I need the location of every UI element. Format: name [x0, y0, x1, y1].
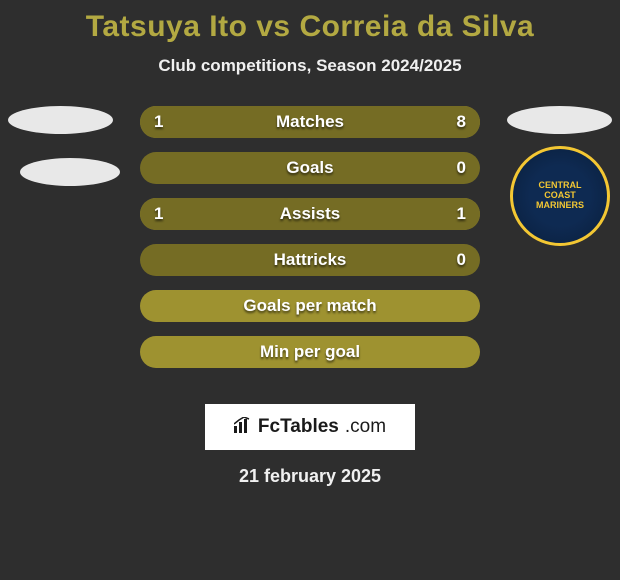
- chart-icon: [234, 417, 252, 438]
- stat-label: Goals: [286, 158, 333, 178]
- stat-bar: 1 1 Assists: [140, 198, 480, 230]
- stat-bars: 1 8 Matches 0 Goals 1 1 Assists 0 Hattricks Goals …: [140, 106, 480, 382]
- source-brand: FcTables: [258, 416, 339, 438]
- stat-bar: 0 Hattricks: [140, 244, 480, 276]
- stat-label: Hattricks: [274, 250, 347, 270]
- source-tld: .com: [345, 416, 386, 438]
- stat-left-value: 1: [154, 112, 163, 132]
- stat-right-value: 8: [457, 112, 466, 132]
- comparison-stage: CENTRAL COAST MARINERS 18Matches0Goals11…: [0, 106, 620, 396]
- stat-bar: Goals per match: [140, 290, 480, 322]
- club-badge: CENTRAL COAST MARINERS: [510, 146, 610, 246]
- stat-right-value: 1: [457, 204, 466, 224]
- player-left-oval-2: [20, 158, 120, 186]
- stat-right-value: 0: [457, 158, 466, 178]
- stat-label: Matches: [276, 112, 344, 132]
- player-left-oval-1: [8, 106, 113, 134]
- stat-bar: 0 Goals: [140, 152, 480, 184]
- stat-bar: 1 8 Matches: [140, 106, 480, 138]
- stat-label: Assists: [280, 204, 340, 224]
- stat-right-value: 0: [457, 250, 466, 270]
- stat-bar: Min per goal: [140, 336, 480, 368]
- source-logo: FcTables .com: [205, 404, 415, 450]
- subtitle: Club competitions, Season 2024/2025: [0, 56, 620, 76]
- club-badge-text: CENTRAL COAST MARINERS: [525, 181, 595, 211]
- footer-date: 21 february 2025: [0, 466, 620, 487]
- player-right-oval: [507, 106, 612, 134]
- page-title: Tatsuya Ito vs Correia da Silva: [0, 0, 620, 44]
- stat-label: Goals per match: [243, 296, 376, 316]
- stat-label: Min per goal: [260, 342, 360, 362]
- stat-left-value: 1: [154, 204, 163, 224]
